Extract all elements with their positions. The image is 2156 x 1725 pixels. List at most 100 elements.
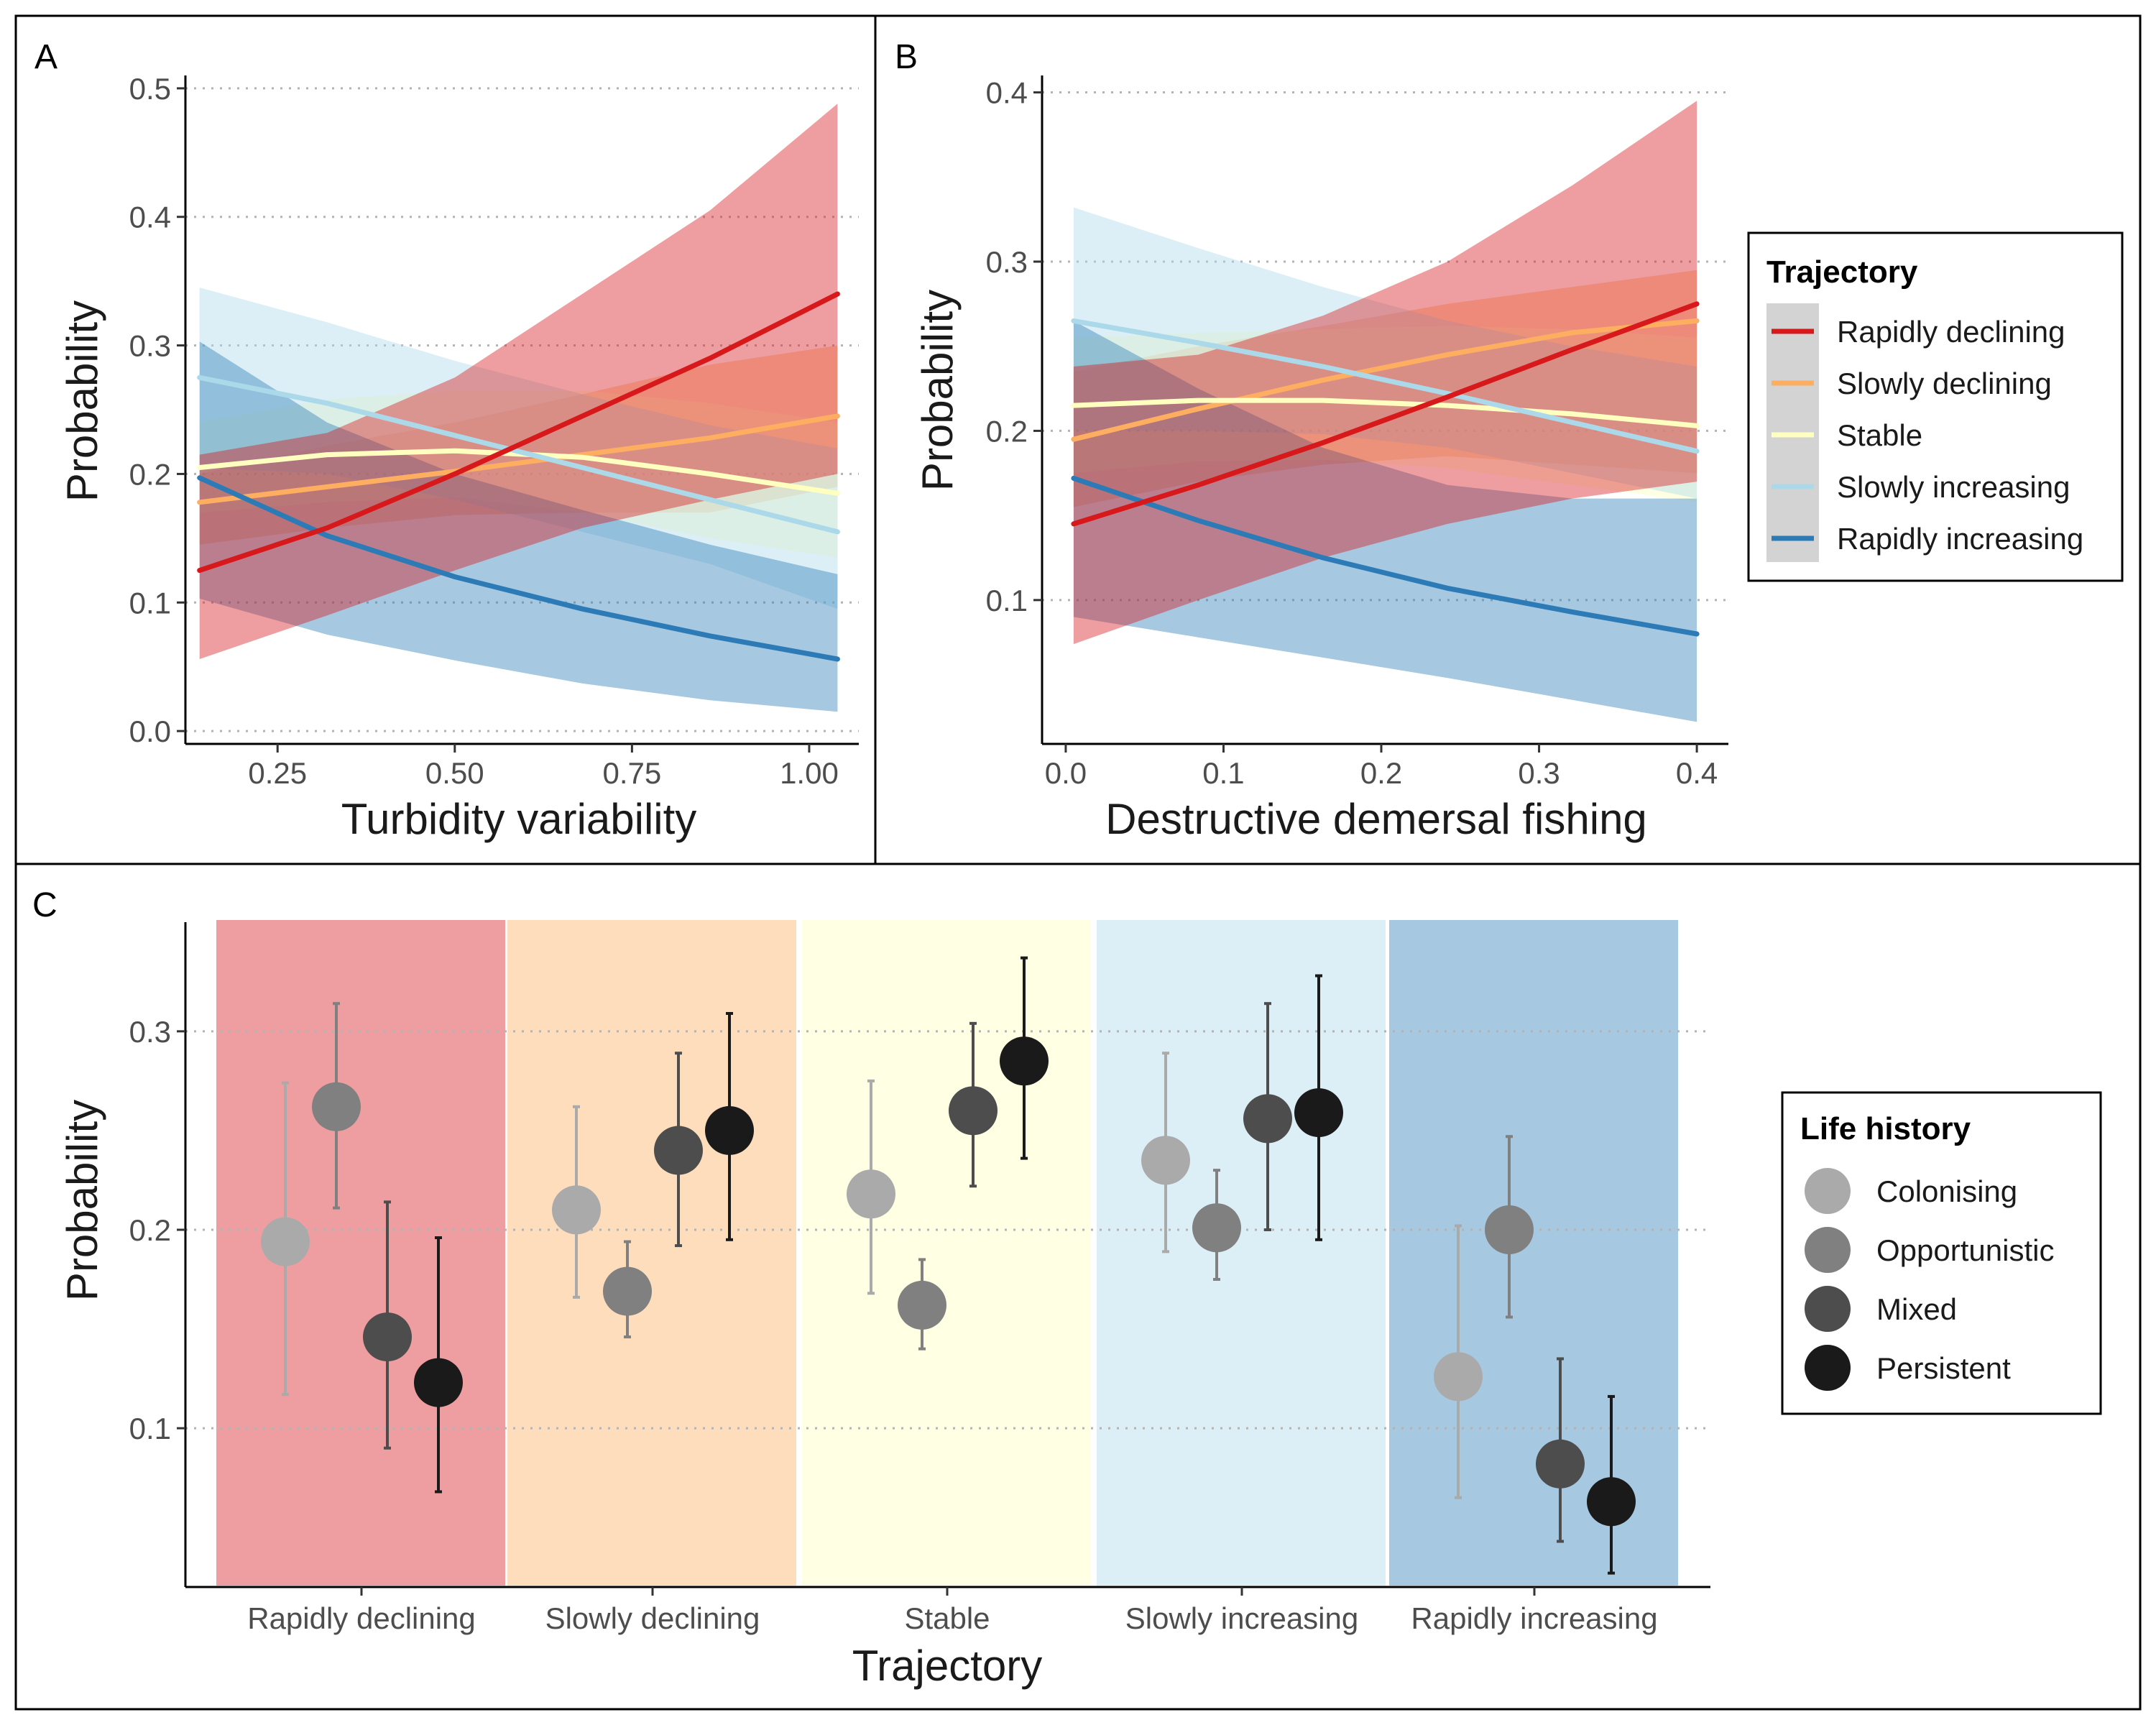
life-history-legend-key-mixed	[1805, 1286, 1851, 1332]
trajectory-legend-label: Rapidly declining	[1837, 315, 2065, 349]
b-x-tick-label: 0.4	[1676, 756, 1718, 790]
c-point-marker	[414, 1358, 463, 1407]
panel-c: C 0.1 0.2 0.3 Rapidly declining Slowly decli…	[32, 886, 1710, 1690]
c-point-marker	[1192, 1203, 1241, 1253]
life-history-legend-title: Life history	[1800, 1111, 1971, 1146]
trajectory-legend: Trajectory Rapidly declining Slowly decli…	[1747, 231, 2124, 582]
c-point-opportunistic-rapidly-increasing	[1485, 1135, 1534, 1319]
b-x-tick-label: 0.3	[1518, 756, 1560, 790]
c-point-mixed-slowly-declining	[654, 1052, 703, 1248]
a-line-slowly-increasing	[197, 374, 840, 535]
a-band-rapidly-increasing	[199, 341, 838, 712]
c-point-marker	[261, 1217, 310, 1266]
trajectory-legend-label: Stable	[1837, 418, 1922, 452]
life-history-legend-label: Colonising	[1876, 1174, 2017, 1208]
panel-c-points	[261, 956, 1636, 1575]
c-point-marker	[1141, 1136, 1190, 1185]
c-point-mixed-stable	[949, 1021, 998, 1188]
c-point-marker	[1434, 1352, 1483, 1402]
figure-border	[14, 14, 2142, 1711]
a-y-tick-label: 0.4	[129, 201, 171, 234]
c-point-opportunistic-slowly-increasing	[1192, 1169, 1241, 1282]
c-point-marker	[1243, 1094, 1292, 1144]
c-point-colonising-slowly-declining	[552, 1105, 601, 1299]
panel-a-confidence-bands	[199, 104, 838, 712]
panel-b-label: B	[895, 38, 918, 76]
c-point-marker	[603, 1266, 652, 1316]
panel-b-confidence-bands	[1073, 101, 1697, 722]
panel-b: B 0.1 0.2 0.3 0.4 0.0 0.1 0.2 0.3 0.4 Destructiv…	[895, 38, 1728, 843]
c-point-marker	[552, 1185, 601, 1235]
b-band-rapidly-increasing	[1073, 321, 1697, 722]
life-history-legend: Life history Colonising Opportunistic Mixe…	[1781, 1091, 2102, 1415]
panel-c-y-axis-title: Probability	[58, 1100, 106, 1301]
c-point-mixed-rapidly-increasing	[1536, 1357, 1585, 1543]
panel-a-x-axis-title: Turbidity variability	[341, 795, 697, 843]
c-point-persistent-slowly-declining	[705, 1012, 754, 1241]
b-y-tick-label: 0.1	[986, 584, 1028, 617]
c-point-marker	[1294, 1088, 1343, 1138]
c-y-tick-label: 0.2	[129, 1213, 171, 1247]
b-band-stable	[1073, 326, 1697, 502]
c-x-tick-label: Rapidly declining	[247, 1601, 476, 1635]
c-background-rapidly-increasing	[1389, 920, 1678, 1586]
c-point-persistent-rapidly-declining	[414, 1236, 463, 1494]
a-band-stable	[199, 390, 838, 558]
c-background-slowly-declining	[507, 920, 796, 1586]
b-y-tick-label: 0.4	[986, 76, 1028, 110]
a-y-tick-label: 0.2	[129, 457, 171, 491]
a-band-slowly-increasing	[199, 288, 838, 610]
panel-a-y-axis-title: Probability	[58, 300, 106, 502]
life-history-legend-key-colonising	[1805, 1168, 1851, 1214]
c-point-marker	[898, 1280, 946, 1330]
panel-a-gridlines	[185, 87, 859, 732]
c-y-tick-label: 0.1	[129, 1412, 171, 1445]
c-point-colonising-slowly-increasing	[1141, 1052, 1190, 1254]
b-line-stable	[1071, 397, 1700, 428]
c-point-opportunistic-rapidly-declining	[312, 1002, 361, 1210]
c-point-mixed-rapidly-declining	[363, 1200, 412, 1450]
b-band-slowly-increasing	[1073, 207, 1697, 499]
panel-a-series-lines	[197, 291, 840, 662]
a-x-tick-label: 0.50	[425, 756, 484, 790]
life-history-legend-key-persistent	[1805, 1345, 1851, 1391]
panel-a-axes: 0.0 0.1 0.2 0.3 0.4 0.5 0.25 0.50 0.75 1.00	[129, 72, 859, 790]
c-point-marker	[1587, 1477, 1636, 1527]
b-x-tick-label: 0.1	[1202, 756, 1244, 790]
panel-c-label: C	[32, 886, 57, 924]
c-background-stable	[802, 920, 1091, 1586]
c-point-mixed-slowly-increasing	[1243, 1002, 1292, 1231]
panel-b-y-axis-title: Probability	[913, 290, 962, 491]
c-background-rapidly-declining	[216, 920, 505, 1586]
a-x-tick-label: 1.00	[780, 756, 839, 790]
c-point-marker	[363, 1312, 412, 1362]
trajectory-legend-label: Slowly increasing	[1837, 470, 2070, 504]
panel-c-axes: 0.1 0.2 0.3 Rapidly declining Slowly declini…	[129, 922, 1710, 1635]
panel-c-x-axis-title: Trajectory	[852, 1642, 1043, 1690]
panel-a: A 0.0 0.1 0.2 0.3 0.4 0.5 0.25 0.50 0.75 1.00 Tur…	[34, 38, 859, 843]
b-y-tick-label: 0.2	[986, 414, 1028, 448]
a-line-slowly-declining	[197, 413, 840, 505]
a-y-tick-label: 0.5	[129, 72, 171, 106]
b-band-rapidly-declining	[1073, 101, 1697, 645]
b-line-rapidly-increasing	[1071, 475, 1700, 637]
c-y-tick-label: 0.3	[129, 1015, 171, 1049]
b-line-slowly-declining	[1071, 318, 1700, 442]
c-point-marker	[1000, 1036, 1049, 1086]
life-history-legend-label: Persistent	[1876, 1351, 2011, 1385]
trajectory-legend-label: Rapidly increasing	[1837, 522, 2083, 556]
life-history-legend-key-opportunistic	[1805, 1227, 1851, 1273]
panel-b-series-lines	[1071, 301, 1700, 637]
c-point-colonising-rapidly-declining	[261, 1081, 310, 1397]
b-line-rapidly-declining	[1071, 301, 1700, 527]
c-point-persistent-slowly-increasing	[1294, 974, 1343, 1241]
b-x-tick-label: 0.2	[1360, 756, 1402, 790]
c-x-tick-label: Slowly declining	[545, 1601, 760, 1635]
a-line-rapidly-declining	[197, 291, 840, 574]
a-x-tick-label: 0.25	[248, 756, 307, 790]
c-x-tick-label: Rapidly increasing	[1411, 1601, 1657, 1635]
c-point-marker	[705, 1105, 754, 1155]
a-x-tick-label: 0.75	[603, 756, 662, 790]
a-y-tick-label: 0.3	[129, 329, 171, 363]
